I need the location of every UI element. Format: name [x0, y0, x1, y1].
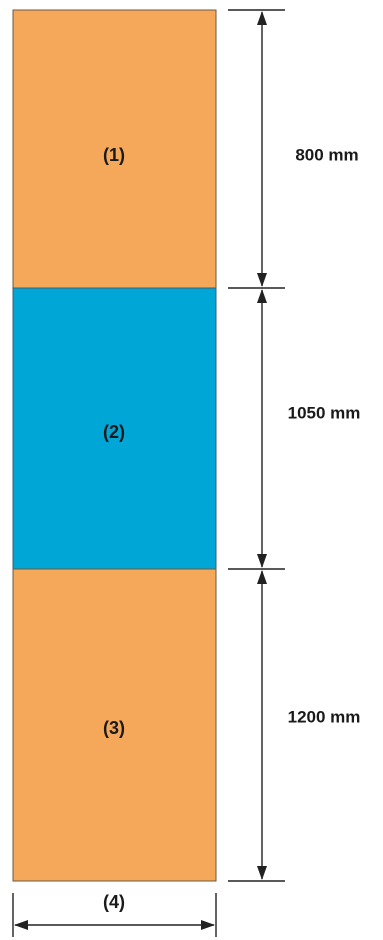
arrow-left-icon [14, 920, 28, 930]
dimension-3-text: 1200 mm [288, 707, 361, 726]
arrow-down-icon [257, 866, 267, 880]
block-2 [12, 287, 217, 570]
width-label: (4) [103, 892, 125, 912]
arrow-up-icon [257, 570, 267, 584]
width-dimension [12, 893, 217, 937]
dimension-3-bg [268, 706, 380, 730]
dimension-line-1 [257, 11, 267, 287]
dimension-2-text: 1050 mm [288, 403, 361, 422]
block-1 [12, 9, 217, 289]
dimension-1-text: 800 mm [295, 145, 358, 164]
dimension-1-bg [274, 144, 374, 168]
arrow-down-icon [257, 273, 267, 287]
block-3 [12, 568, 217, 882]
dimension-2-bg [268, 402, 380, 426]
block-2-label: (2) [103, 422, 125, 442]
arrow-up-icon [257, 289, 267, 303]
block-1-label: (1) [103, 145, 125, 165]
arrow-up-icon [257, 11, 267, 25]
arrow-right-icon [201, 920, 215, 930]
arrow-down-icon [257, 554, 267, 568]
block-3-label: (3) [103, 718, 125, 738]
dimension-line-3 [257, 570, 267, 880]
dimension-line-2 [257, 289, 267, 568]
